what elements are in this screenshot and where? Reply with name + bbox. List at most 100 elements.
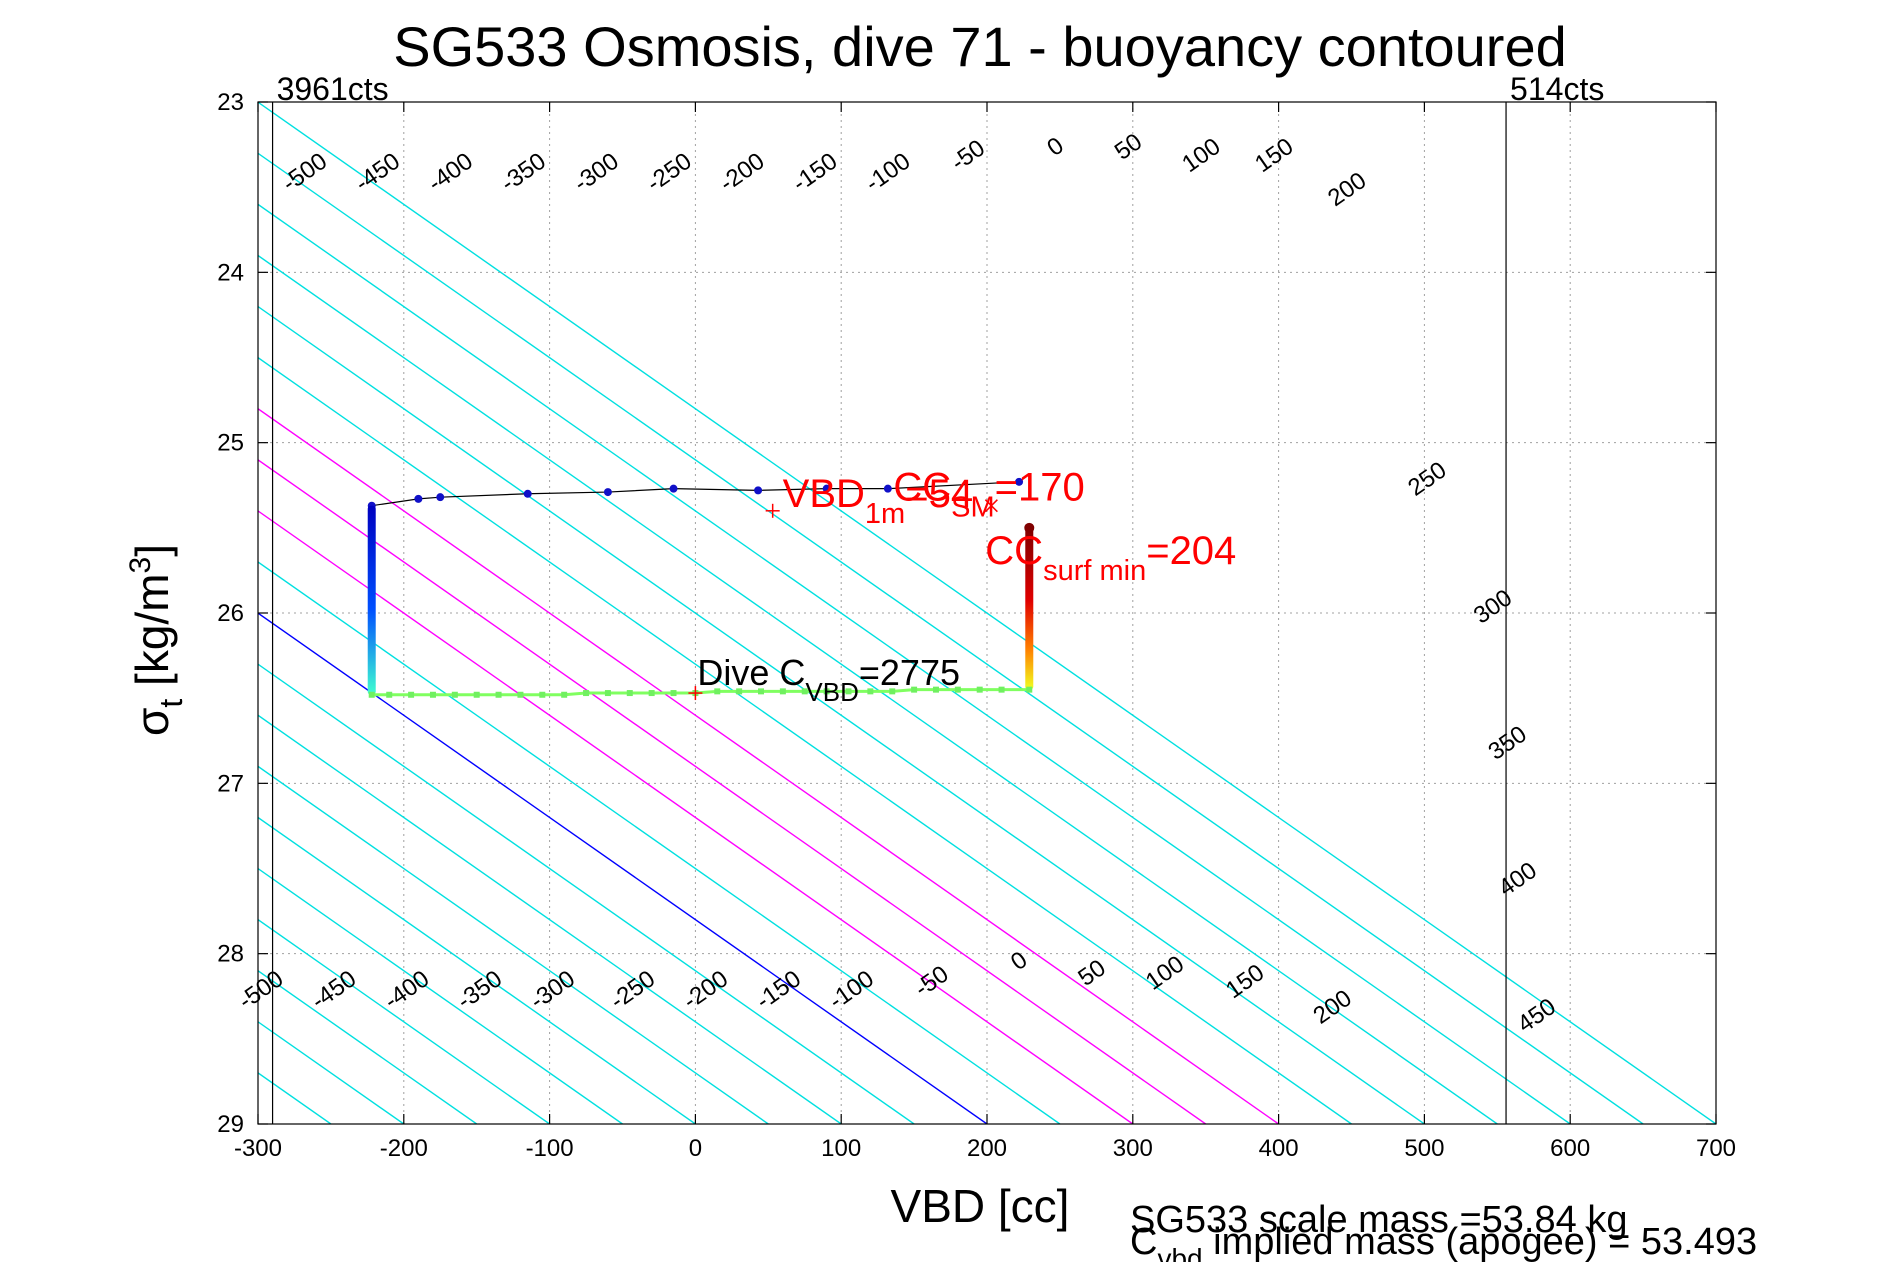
- x-axis-label: VBD [cc]: [891, 1180, 1070, 1232]
- contour-level-label: 100: [1141, 951, 1189, 996]
- descent-point: [883, 484, 892, 493]
- contour-level-label: 200: [1308, 985, 1356, 1030]
- contour-level-label: 0: [1006, 946, 1032, 976]
- count-marker-label: 3961cts: [277, 71, 389, 107]
- bottom-leg-point: [517, 691, 524, 698]
- contour-level-label: -100: [861, 148, 916, 198]
- contour-level-label: 300: [1469, 584, 1517, 629]
- contour-line: [258, 254, 1498, 1124]
- annotation-ccsm: CCSM=170: [893, 466, 1084, 524]
- contour-level-label: 400: [1494, 857, 1542, 902]
- contour-level-label: -50: [910, 961, 954, 1003]
- annotations: -500 -450 -400 -350 -300 -250 -200 -150 -100 -50 0…: [234, 128, 1561, 1038]
- contour-level-label: 0: [1042, 132, 1068, 162]
- bottom-leg-point: [670, 690, 677, 697]
- contour-level-label: -450: [306, 965, 361, 1015]
- descent-point: [523, 489, 532, 498]
- contour-level-label: -200: [678, 965, 733, 1015]
- descent-point: [436, 493, 445, 502]
- contour-line: [258, 867, 623, 1124]
- axes: -300 -200 -100 0 100 200 300 400 500 600 700232425…: [217, 89, 1736, 1162]
- contour-level-label: 50: [1073, 954, 1110, 991]
- bottom-leg-point: [539, 691, 546, 698]
- bottom-leg-point: [473, 691, 480, 698]
- bottom-leg-point: [889, 688, 896, 695]
- contour-level-label: -500: [277, 148, 332, 198]
- bottom-leg-point: [911, 686, 918, 693]
- contour-level-label: -200: [715, 148, 770, 198]
- bottom-leg-point: [714, 688, 721, 695]
- x-tick-label: 100: [821, 1135, 861, 1162]
- bottom-leg-point: [408, 691, 415, 698]
- contour-level-label: -50: [946, 134, 990, 176]
- contour-level-label: -250: [642, 148, 697, 198]
- x-tick-label: -300: [234, 1135, 282, 1162]
- contour-level-label: -450: [350, 148, 405, 198]
- contour-line: [258, 918, 551, 1124]
- bottom-leg-point: [801, 688, 808, 695]
- x-tick-label: 0: [689, 1135, 702, 1162]
- contour-level-label: -400: [379, 965, 434, 1015]
- bottom-leg-point: [604, 690, 611, 697]
- contour-line: [258, 816, 696, 1124]
- bottom-leg-point: [954, 686, 961, 693]
- bottom-leg-point: [626, 690, 633, 697]
- contour-line: [258, 458, 1207, 1124]
- descent-point: [754, 486, 763, 495]
- bottom-leg-point: [561, 691, 568, 698]
- contour-line: [258, 561, 1061, 1124]
- x-tick-label: -200: [380, 1135, 428, 1162]
- contour-level-label: 200: [1323, 167, 1371, 212]
- bottom-leg-point: [845, 688, 852, 695]
- implied-mass-text: Cvbd implied mass (apogee) = 53.493: [1130, 1221, 1757, 1262]
- left-column-trace: [367, 505, 376, 695]
- annotation-divec: Dive CVBD=2775: [697, 652, 960, 707]
- footer-mass-text: SG533 scale mass =53.84 kg Cvbd implied …: [1130, 1199, 1757, 1267]
- dot-marker: [1024, 522, 1035, 533]
- y-tick-label: 25: [217, 430, 244, 457]
- bottom-leg-point: [976, 686, 983, 693]
- contour-level-label: 250: [1403, 457, 1451, 502]
- count-marker-label: 514cts: [1510, 71, 1604, 107]
- bottom-leg-point: [368, 691, 375, 698]
- contour-level-label: -100: [824, 965, 879, 1015]
- y-tick-label: 28: [217, 941, 244, 968]
- contour-level-label: -300: [569, 148, 624, 198]
- bottom-leg-point: [429, 691, 436, 698]
- contour-line: [258, 510, 1134, 1124]
- contour-level-label: -300: [525, 965, 580, 1015]
- y-axis-label: σt [kg/m3]: [124, 544, 189, 736]
- contour-line: [258, 714, 842, 1124]
- contour-level-label: -350: [496, 148, 551, 198]
- bottom-leg-point: [386, 691, 393, 698]
- contour-level-label: 150: [1221, 959, 1269, 1004]
- descent-point: [669, 484, 678, 493]
- bottom-leg-point: [495, 691, 502, 698]
- contour-level-label: -500: [234, 965, 289, 1015]
- bottom-leg-point: [758, 688, 765, 695]
- contour-line: [258, 407, 1280, 1124]
- contour-line: [258, 102, 1716, 1124]
- y-tick-label: 23: [217, 89, 244, 116]
- contour-line: [258, 356, 1352, 1124]
- x-tick-label: -100: [526, 1135, 574, 1162]
- bottom-leg-point: [998, 686, 1005, 693]
- contour-level-label: 50: [1110, 128, 1147, 165]
- x-marker-b: [984, 499, 998, 513]
- descent-point: [822, 484, 831, 493]
- bottom-leg-point: [583, 690, 590, 697]
- contour-level-label: 100: [1177, 133, 1225, 178]
- x-tick-label: 400: [1259, 1135, 1299, 1162]
- contour-line: [258, 765, 769, 1124]
- x-tick-label: 500: [1404, 1135, 1444, 1162]
- contour-level-label: -150: [751, 965, 806, 1015]
- contour-level-label: -400: [423, 148, 478, 198]
- contour-level-label: -150: [788, 148, 843, 198]
- y-tick-label: 26: [217, 600, 244, 627]
- chart-title: SG533 Osmosis, dive 71 - buoyancy contou…: [393, 15, 1567, 78]
- descent-point: [1015, 477, 1024, 486]
- contour-level-label: 350: [1483, 721, 1531, 766]
- annotation-vbd1m: VBD1m=54: [783, 472, 973, 530]
- bottom-leg-point: [736, 688, 743, 695]
